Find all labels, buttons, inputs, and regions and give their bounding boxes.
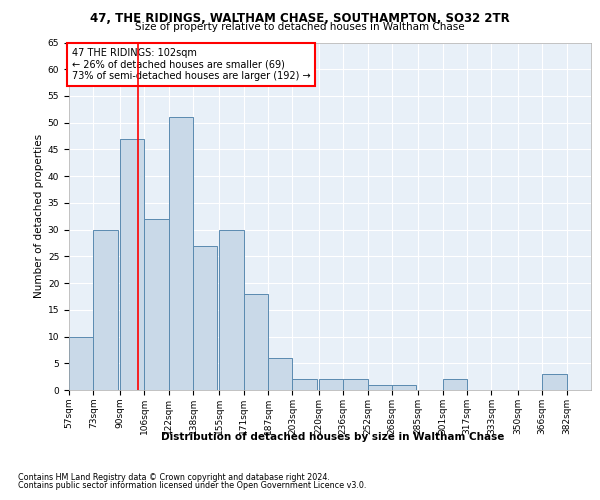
- Bar: [542, 374, 566, 390]
- Text: Contains HM Land Registry data © Crown copyright and database right 2024.: Contains HM Land Registry data © Crown c…: [18, 472, 330, 482]
- Bar: [443, 380, 467, 390]
- Bar: [169, 118, 193, 390]
- Text: 47 THE RIDINGS: 102sqm
← 26% of detached houses are smaller (69)
73% of semi-det: 47 THE RIDINGS: 102sqm ← 26% of detached…: [71, 48, 310, 81]
- Bar: [69, 336, 94, 390]
- Text: Distribution of detached houses by size in Waltham Chase: Distribution of detached houses by size …: [161, 432, 505, 442]
- Bar: [193, 246, 217, 390]
- Bar: [244, 294, 268, 390]
- Bar: [268, 358, 292, 390]
- Bar: [343, 380, 368, 390]
- Bar: [119, 138, 144, 390]
- Bar: [144, 219, 169, 390]
- Bar: [94, 230, 118, 390]
- Text: 47, THE RIDINGS, WALTHAM CHASE, SOUTHAMPTON, SO32 2TR: 47, THE RIDINGS, WALTHAM CHASE, SOUTHAMP…: [90, 12, 510, 26]
- Bar: [292, 380, 317, 390]
- Bar: [319, 380, 343, 390]
- Text: Contains public sector information licensed under the Open Government Licence v3: Contains public sector information licen…: [18, 481, 367, 490]
- Text: Size of property relative to detached houses in Waltham Chase: Size of property relative to detached ho…: [135, 22, 465, 32]
- Bar: [368, 384, 392, 390]
- Bar: [392, 384, 416, 390]
- Y-axis label: Number of detached properties: Number of detached properties: [34, 134, 44, 298]
- Bar: [219, 230, 244, 390]
